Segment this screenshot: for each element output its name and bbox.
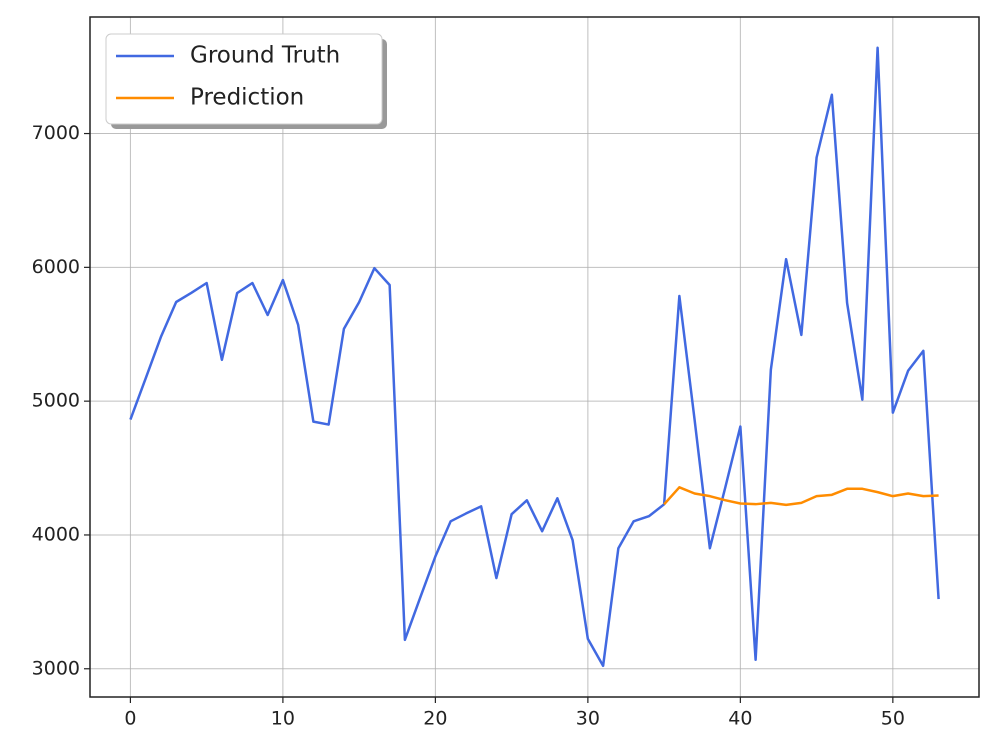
data-line (129, 46, 940, 668)
x-tick-label: 50 (881, 708, 905, 730)
y-tick-label: 6000 (32, 256, 80, 278)
legend-box (105, 33, 383, 125)
y-tick-label: 5000 (32, 390, 80, 412)
x-tick-label: 0 (124, 708, 136, 730)
legend: Ground Truth Prediction (105, 33, 387, 129)
legend-label: Ground Truth (190, 43, 340, 69)
y-tick-label: 7000 (32, 122, 80, 144)
y-tick-label: 4000 (32, 523, 80, 545)
x-tick-label: 30 (576, 708, 600, 730)
x-tick-label: 20 (423, 708, 447, 730)
x-tick-label: 40 (728, 708, 752, 730)
data-line (663, 486, 939, 507)
x-tick-label: 10 (271, 708, 295, 730)
y-tick-label: 3000 (32, 657, 80, 679)
legend-label: Prediction (190, 85, 304, 111)
plot-frame (89, 16, 980, 698)
